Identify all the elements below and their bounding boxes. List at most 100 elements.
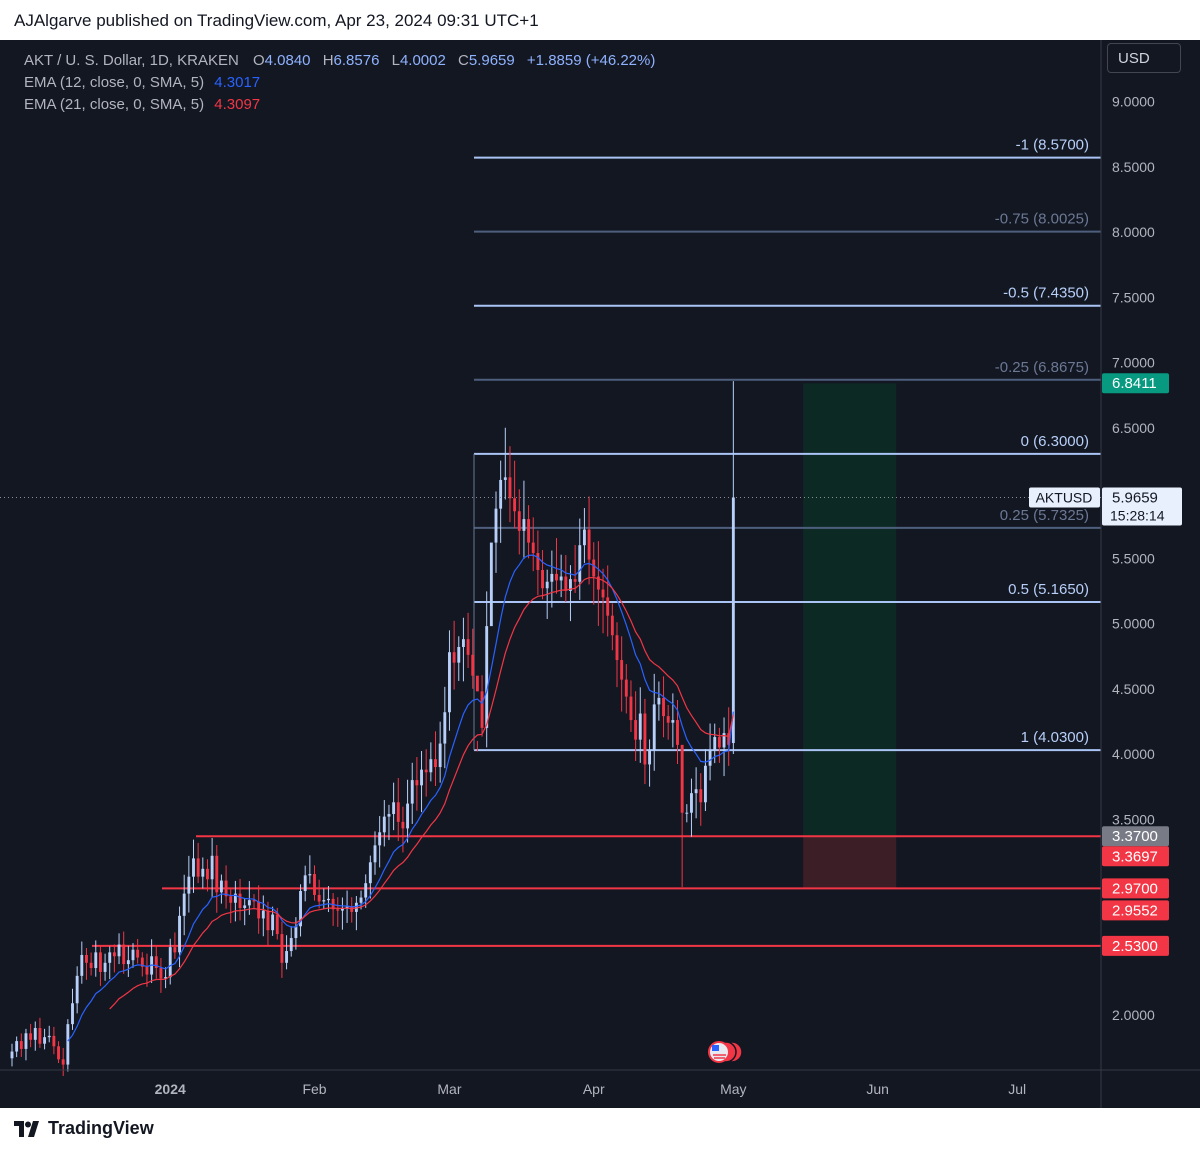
- candle-body-57: [275, 914, 279, 935]
- candle-body-147: [694, 789, 698, 794]
- candle-body-143: [676, 720, 679, 745]
- fib-label-1: -0.75 (8.0025): [995, 211, 1089, 228]
- price-tick-2: 8.0000: [1112, 224, 1155, 240]
- time-axis[interactable]: 2024 Feb Mar Apr May Jun Jul: [0, 1069, 1200, 1097]
- candle-body-79: [378, 832, 382, 846]
- candle-body-83: [396, 802, 400, 822]
- candle-body-123: [582, 529, 586, 546]
- fib-label-2: -0.5 (7.4350): [1003, 285, 1089, 302]
- time-tick-1: Feb: [302, 1081, 326, 1097]
- candle-body-47: [229, 896, 233, 903]
- time-tick-5: Jun: [866, 1081, 889, 1097]
- candle-body-116: [550, 573, 554, 582]
- candle-body-152: [717, 737, 721, 748]
- candle-body-89: [424, 769, 428, 773]
- candle-body-51: [247, 900, 251, 906]
- price-tick-3: 7.5000: [1112, 289, 1155, 305]
- tradingview-logo: TradingView: [14, 1118, 154, 1139]
- candle-body-148: [699, 789, 703, 803]
- candle-body-18: [94, 952, 98, 969]
- candle-body-114: [541, 569, 544, 589]
- candle-body-91: [434, 759, 437, 768]
- ema21-row: EMA (21, close, 0, SMA, 5) 4.3097: [24, 94, 655, 116]
- time-tick-3: Apr: [583, 1081, 605, 1097]
- candle-body-115: [545, 581, 549, 589]
- candle-body-8: [47, 1035, 51, 1038]
- candle-body-40: [196, 858, 200, 877]
- candle-body-96: [457, 646, 461, 663]
- candle-body-33: [164, 977, 168, 979]
- candle-body-78: [373, 845, 377, 863]
- candle-body-77: [368, 862, 372, 884]
- candle-body-104: [494, 508, 498, 543]
- chart-legend: AKT / U. S. Dollar, 1D, KRAKEN O4.0840 H…: [24, 50, 655, 116]
- candle-body-141: [666, 716, 670, 723]
- candle-body-63: [303, 875, 307, 892]
- price-axis[interactable]: 9.0000 8.5000 8.0000 7.5000 7.0000 6.5000 5.50…: [1100, 40, 1155, 1108]
- price-label-4: 2.9552: [1112, 902, 1158, 919]
- ema-lines: [67, 554, 734, 1042]
- candle-body-92: [438, 743, 442, 768]
- candle-body-98: [466, 639, 470, 655]
- candle-body-27: [136, 949, 140, 958]
- candle-body-25: [126, 960, 130, 965]
- publisher-bar: AJAlgarve published on TradingView.com, …: [0, 0, 1200, 40]
- ema12-line: [67, 554, 734, 1042]
- ema21-line: [109, 576, 734, 1010]
- ohlc-open-label: O: [252, 52, 265, 69]
- fib-label-3: -0.25 (6.8675): [995, 359, 1089, 376]
- candle-body-145: [685, 812, 689, 814]
- time-tick-4: May: [720, 1081, 746, 1097]
- candle-body-70: [336, 909, 340, 911]
- price-label-box-4: [1102, 900, 1169, 921]
- candle-body-76: [364, 883, 368, 898]
- candle-body-125: [592, 559, 596, 577]
- candle-body-126: [596, 576, 600, 590]
- price-chart[interactable]: -1 (8.5700) -0.75 (8.0025) -0.5 (7.4350) -0…: [0, 0, 1200, 1108]
- fib-extension[interactable]: -1 (8.5700) -0.75 (8.0025) -0.5 (7.4350) -0…: [473, 137, 1101, 752]
- candle-body-64: [308, 874, 312, 876]
- price-label-box-5: [1102, 935, 1169, 956]
- position-box[interactable]: [803, 383, 897, 889]
- candle-body-113: [536, 553, 540, 570]
- ohlc-close: 5.9659: [468, 52, 515, 69]
- candle-body-55: [266, 910, 270, 931]
- candle-body-142: [671, 720, 675, 723]
- candle-body-29: [145, 966, 149, 975]
- candle-body-4: [29, 1033, 33, 1040]
- us-flag-canton-icon: [712, 1045, 719, 1051]
- ema12-value: 4.3017: [214, 74, 261, 91]
- candle-body-99: [471, 654, 475, 676]
- price-tick-4: 7.0000: [1112, 355, 1155, 371]
- candle-body-12: [66, 1024, 70, 1065]
- candle-body-110: [522, 519, 526, 531]
- price-label-1: 3.3700: [1112, 828, 1158, 845]
- time-tick-0: 2024: [155, 1081, 186, 1097]
- candle-body-58: [280, 934, 284, 963]
- position-loss-zone: [803, 836, 897, 889]
- candle-body-66: [317, 894, 321, 902]
- last-price-symbol: AKTUSD: [1036, 489, 1093, 505]
- tradingview-brand: TradingView: [48, 1118, 154, 1138]
- candle-body-149: [703, 765, 707, 803]
- support-lines[interactable]: [92, 835, 1101, 947]
- candle-body-48: [233, 893, 237, 903]
- ohlc-open: 4.0840: [264, 52, 311, 69]
- price-label-box-2: [1102, 846, 1169, 867]
- currency-selector[interactable]: USD: [1107, 43, 1181, 73]
- candle-body-21: [108, 952, 112, 963]
- candle-body-10: [57, 1046, 60, 1060]
- candle-body-34: [168, 947, 172, 978]
- candle-body-81: [387, 814, 391, 817]
- candle-body-93: [443, 712, 447, 744]
- candle-body-6: [38, 1028, 42, 1044]
- candle-body-46: [224, 880, 228, 897]
- chart-frame[interactable]: [0, 40, 1200, 1108]
- event-flag[interactable]: [708, 1041, 743, 1063]
- candle-body-54: [261, 910, 265, 919]
- candle-body-100: [475, 675, 479, 692]
- candle-body-154: [727, 733, 731, 745]
- candle-body-73: [350, 906, 354, 912]
- candle-body-39: [192, 858, 195, 877]
